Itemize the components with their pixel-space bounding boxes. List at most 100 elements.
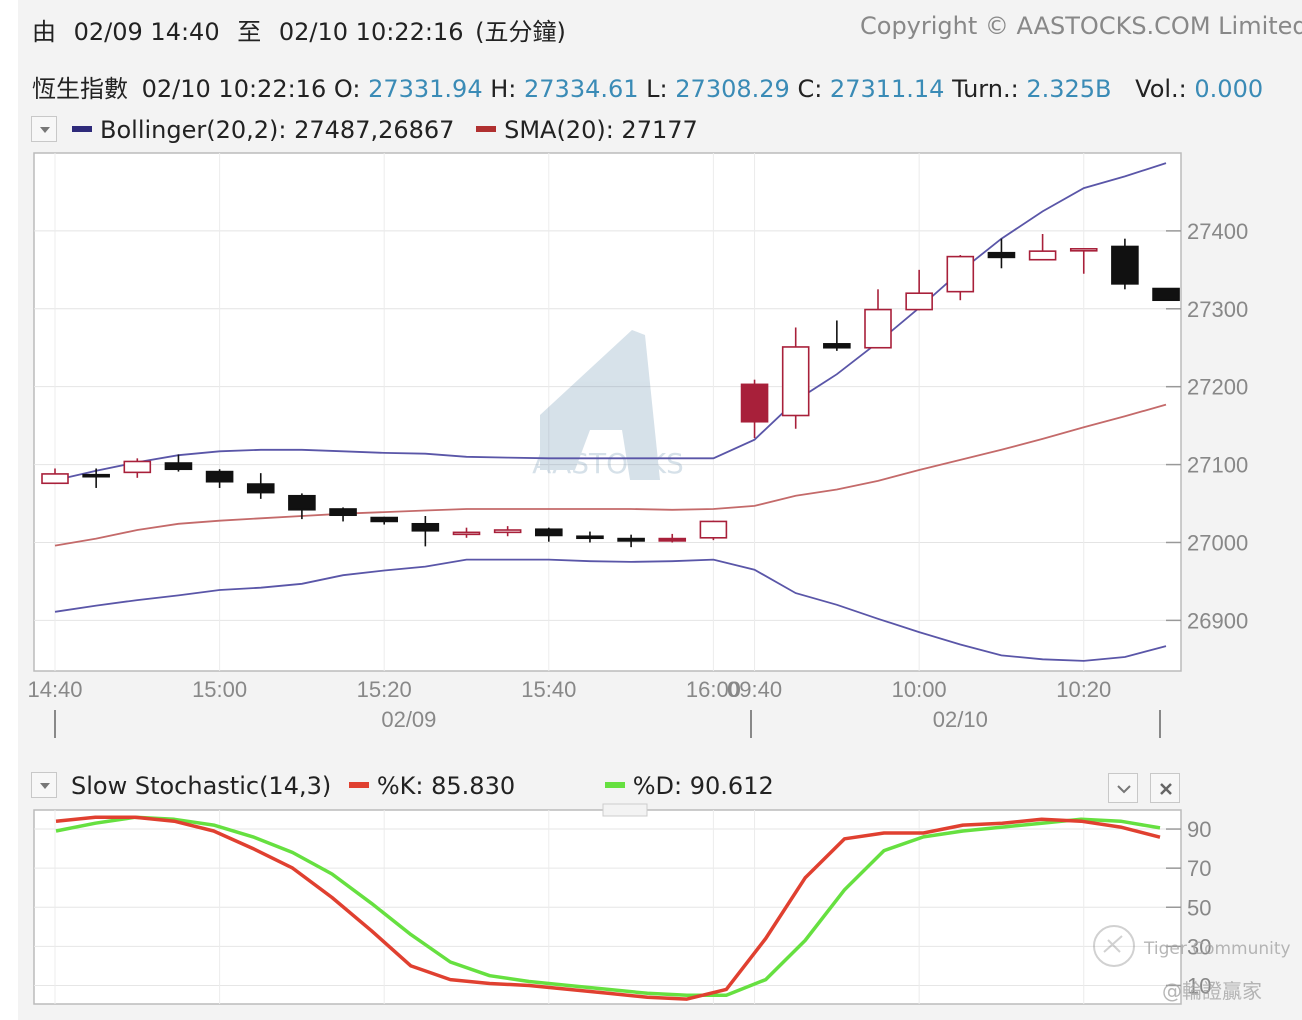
volume-value: 0.000 [1194, 75, 1264, 103]
candle-body [370, 516, 399, 523]
stoch-axis: 10 30 50 70 90 [1166, 817, 1211, 998]
candle-body [823, 343, 851, 349]
aastocks-logo: AASTOCKS [532, 330, 684, 480]
candle-body [1069, 248, 1098, 252]
candle-body [905, 292, 933, 311]
candle [617, 534, 645, 548]
candle [452, 527, 481, 538]
bollinger-lower-line [54, 558, 1167, 662]
candle-body [329, 508, 357, 517]
sma-swatch [476, 126, 497, 132]
candle-body [288, 494, 316, 511]
range-interval: (五分鐘) [475, 18, 566, 46]
price-chart-panel: AASTOCKS 269002700027100272002730027400 … [27, 152, 1248, 738]
close-icon [1160, 783, 1172, 795]
candle-body [864, 308, 892, 349]
candle [740, 379, 769, 439]
candle-body [164, 462, 193, 471]
price-tick-label: 26900 [1187, 608, 1248, 633]
candle [123, 458, 152, 478]
price-plot-area [33, 152, 1182, 672]
stoch-tick-label: 90 [1187, 817, 1211, 842]
candle [164, 454, 193, 472]
collapse-panel-button[interactable] [1108, 773, 1138, 803]
main-indicator-dropdown-button[interactable] [31, 116, 57, 142]
copyright-text: Copyright © AASTOCKS.COM Limited [860, 12, 1302, 40]
turnover-label: Turn.: [952, 75, 1019, 103]
candle-body [740, 383, 769, 423]
candle-body [1028, 250, 1057, 261]
time-tick-label: 10:00 [892, 677, 947, 702]
index-name: 恆生指數 [32, 75, 128, 103]
time-tick-label: 15:20 [357, 677, 412, 702]
range-prefix: 由 [32, 18, 56, 46]
candle [699, 520, 728, 541]
candle-body [946, 255, 975, 293]
stoch-legend: Slow Stochastic(14,3) %K: 85.830 %D: 90.… [71, 772, 774, 800]
main-legend: Bollinger(20,2): 27487,26867 SMA(20): 27… [72, 116, 698, 144]
stoch-tick-label: 10 [1187, 973, 1211, 998]
tiger-community-logo [1093, 925, 1135, 967]
candle [370, 516, 399, 525]
candle [411, 515, 440, 547]
price-axis: 26900 27000 27100 27200 27300 27400 [1166, 219, 1248, 633]
date-range-header: 由 02/09 14:40 至 02/10 10:22:16 (五分鐘) [32, 12, 576, 47]
candle [658, 533, 687, 543]
candle [534, 527, 563, 542]
candle [576, 531, 604, 543]
candle-body [82, 473, 110, 478]
candle [864, 289, 892, 349]
candle-body [576, 535, 604, 540]
price-tick-label: 27300 [1187, 297, 1248, 322]
stoch-lines [55, 815, 1161, 1001]
stochastic-panel: 10 30 50 70 90 [33, 803, 1211, 1005]
sma-line [54, 403, 1167, 547]
candle [1028, 234, 1057, 261]
candle-body [617, 537, 645, 542]
candle-body [699, 520, 728, 539]
stoch-tick-label: 50 [1187, 895, 1211, 920]
candle-body [1111, 245, 1139, 285]
time-tick-label: 10:20 [1056, 677, 1111, 702]
watermark-text: AASTOCKS [532, 447, 684, 480]
quote-time: 02/10 10:22:16 [141, 75, 327, 103]
low-value: 27308.29 [675, 75, 790, 103]
price-tick-label: 27400 [1187, 219, 1248, 244]
chevron-down-icon [40, 783, 50, 789]
close-panel-button[interactable] [1150, 773, 1180, 803]
range-mid: 至 [237, 18, 262, 46]
close-label: C: [797, 75, 823, 103]
stoch-d-swatch [604, 782, 625, 788]
indicator-lines [54, 162, 1167, 662]
sub-indicator-dropdown-button[interactable] [31, 772, 57, 798]
stoch-d-line [55, 815, 1161, 997]
stoch-k-line [55, 815, 1161, 1001]
candle-body [493, 529, 522, 534]
time-tick-label: 15:40 [521, 677, 576, 702]
candle [987, 238, 1016, 269]
candle-body [534, 528, 563, 537]
author-watermark: @輪證贏家 [1162, 979, 1262, 1003]
sma-legend-label: SMA(20): 27177 [504, 116, 698, 144]
low-label: L: [646, 75, 668, 103]
candle [1069, 248, 1098, 274]
quote-summary: 恆生指數 02/10 10:22:16 O: 27331.94 H: 27334… [32, 69, 1263, 104]
bollinger-swatch [72, 126, 92, 132]
candle [1152, 287, 1180, 302]
high-value: 27334.61 [524, 75, 639, 103]
panel-resize-handle[interactable] [602, 803, 648, 817]
candle [1111, 238, 1139, 290]
candles [41, 234, 1180, 548]
date-label: 02/09 [381, 707, 436, 732]
candle-body [246, 483, 275, 494]
price-gridlines [34, 153, 1181, 671]
candle-body [1152, 287, 1180, 302]
time-tick-label: 16:00 [686, 677, 741, 702]
stoch-title: Slow Stochastic(14,3) [71, 772, 332, 800]
stoch-k-legend-label: %K: 85.830 [376, 772, 516, 800]
time-tick-label: 09:40 [727, 677, 782, 702]
volume-label: Vol.: [1135, 75, 1187, 103]
time-tick-label: 14:40 [27, 677, 82, 702]
candle-body [781, 346, 810, 417]
